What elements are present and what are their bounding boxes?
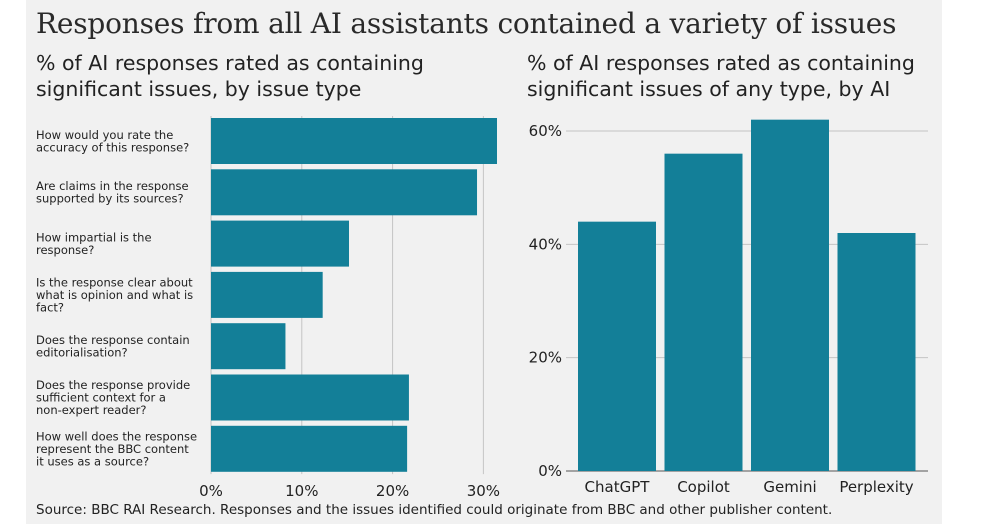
issue-bar bbox=[211, 271, 323, 318]
ai-assistant-bar bbox=[751, 119, 829, 472]
issue-bar bbox=[211, 374, 409, 421]
category-label: How impartial is the response? bbox=[36, 230, 152, 257]
issue-bar bbox=[211, 220, 350, 267]
left-chart-subtitle: % of AI responses rated as containing si… bbox=[36, 51, 424, 101]
x-tick-label: 10% bbox=[285, 482, 318, 500]
issue-bar bbox=[211, 425, 408, 472]
source-note: Source: BBC RAI Research. Responses and … bbox=[36, 502, 833, 518]
ai-assistant-bar bbox=[837, 233, 916, 471]
ai-assistant-bar bbox=[578, 221, 656, 471]
y-tick-label: 60% bbox=[529, 122, 562, 140]
category-label: ChatGPT bbox=[585, 478, 651, 496]
category-label: How would you rate the accuracy of this r… bbox=[36, 128, 189, 155]
x-tick-label: 30% bbox=[467, 482, 500, 500]
category-label: Does the response contain editorialisatio… bbox=[36, 333, 190, 360]
category-label: Copilot bbox=[677, 478, 730, 496]
issue-bar bbox=[211, 169, 478, 216]
right-chart-subtitle: % of AI responses rated as containing si… bbox=[527, 51, 915, 101]
issue-bar bbox=[211, 118, 497, 164]
category-label: Are claims in the response supported by i… bbox=[36, 179, 189, 206]
y-tick-label: 20% bbox=[529, 349, 562, 367]
category-label: Does the response provide sufficient cont… bbox=[36, 378, 190, 417]
category-label: How well does the response represent the … bbox=[36, 429, 197, 468]
chart-title: Responses from all AI assistants contain… bbox=[36, 7, 897, 40]
issue-bar bbox=[211, 323, 286, 370]
ai-assistant-bar bbox=[664, 153, 743, 471]
y-tick-label: 0% bbox=[538, 462, 562, 480]
x-tick-label: 0% bbox=[199, 482, 223, 500]
x-tick-label: 20% bbox=[376, 482, 409, 500]
category-label: Gemini bbox=[763, 478, 816, 496]
category-label: Is the response clear about what is opini… bbox=[36, 275, 193, 314]
category-label: Perplexity bbox=[839, 478, 913, 496]
y-tick-label: 40% bbox=[529, 235, 562, 253]
